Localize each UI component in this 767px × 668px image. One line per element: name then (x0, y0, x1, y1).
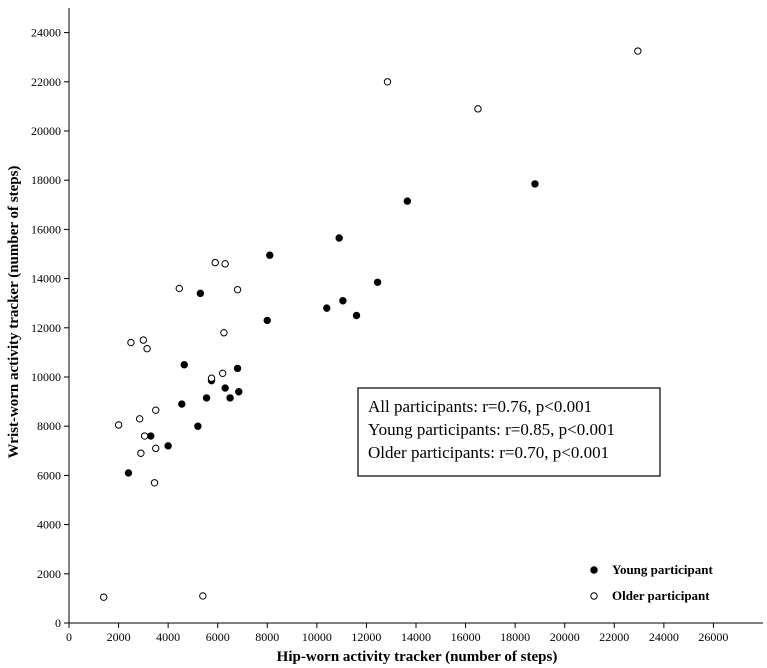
x-tick-label: 12000 (351, 630, 381, 644)
x-tick-label: 6000 (206, 630, 230, 644)
young-participant-point (373, 278, 382, 286)
older-participant-point (233, 285, 242, 294)
legend-marker-young (590, 566, 598, 574)
older-participant-point (211, 258, 219, 267)
y-tick-label: 0 (55, 616, 61, 630)
older-participant-point (218, 369, 227, 378)
young-participant-point (180, 361, 188, 369)
young-participant-point (124, 469, 133, 477)
y-tick-label: 14000 (31, 272, 61, 286)
older-participant-point (143, 345, 151, 353)
young-participant-point (335, 234, 343, 242)
older-participant-point (127, 338, 135, 347)
young-participant-point (147, 432, 155, 440)
y-tick-label: 10000 (31, 370, 61, 384)
older-participant-point (175, 284, 183, 293)
older-participant-point (152, 444, 160, 453)
older-participant-point (634, 47, 642, 55)
older-participant-point (100, 593, 108, 601)
y-tick-label: 22000 (31, 75, 61, 89)
y-axis-label: Wrist-worn activity tracker (number of s… (6, 166, 22, 459)
young-participant-point (221, 384, 229, 392)
older-participant-point (207, 374, 216, 382)
young-participant-point (266, 251, 274, 259)
young-participant-point (194, 422, 202, 430)
y-tick-label: 4000 (37, 518, 61, 532)
older-participant-point (383, 78, 392, 86)
y-axis-ticks: 0 2000 4000 6000 8000 10000 12000 14000 16000 180… (31, 26, 69, 630)
stats-annotation-box: All participants: r=0.76, p<0.001 Young … (357, 387, 661, 477)
legend-marker-older (590, 592, 598, 600)
x-axis-label: Hip-worn activity tracker (number of ste… (277, 649, 558, 665)
x-tick-label: 4000 (156, 630, 180, 644)
older-participant-point (150, 479, 159, 487)
older-participant-point (474, 105, 482, 113)
legend-label-older: Older participant (612, 588, 710, 603)
young-participant-point (226, 394, 234, 402)
x-tick-label: 8000 (255, 630, 279, 644)
stats-line-young: Young participants: r=0.85, p<0.001 (368, 420, 615, 439)
legend-label-young: Young participant (612, 562, 713, 577)
young-participant-point (164, 442, 172, 450)
older-participant-point (221, 260, 229, 268)
x-tick-label: 14000 (401, 630, 431, 644)
stats-line-all: All participants: r=0.76, p<0.001 (368, 397, 592, 416)
y-tick-label: 8000 (37, 419, 61, 433)
young-participant-point (339, 297, 347, 305)
y-tick-label: 16000 (31, 222, 61, 236)
x-tick-label: 16000 (451, 630, 481, 644)
young-participant-point (196, 289, 205, 298)
young-participant-point (233, 364, 242, 373)
x-tick-label: 24000 (649, 630, 679, 644)
older-participant-point (139, 336, 148, 344)
x-tick-label: 18000 (500, 630, 530, 644)
stats-line-older: Older participants: r=0.70, p<0.001 (368, 443, 609, 462)
legend: Young participant Older participant (590, 562, 713, 603)
y-tick-label: 20000 (31, 124, 61, 138)
older-participant-point (135, 415, 144, 423)
y-tick-label: 24000 (31, 26, 61, 40)
x-tick-label: 22000 (599, 630, 629, 644)
data-points (100, 47, 642, 601)
young-participant-point (352, 311, 361, 320)
y-tick-label: 6000 (37, 468, 61, 482)
x-tick-label: 10000 (302, 630, 332, 644)
older-participant-point (114, 421, 123, 429)
young-participant-point (235, 388, 243, 396)
older-participant-point (140, 432, 149, 440)
young-participant-point (323, 304, 331, 312)
young-participant-point (403, 197, 412, 205)
older-participant-point (137, 449, 145, 457)
older-participant-point (199, 592, 207, 600)
y-tick-label: 12000 (31, 321, 61, 335)
x-tick-label: 26000 (698, 630, 728, 644)
older-participant-point (152, 406, 160, 414)
young-participant-point (531, 180, 539, 188)
x-tick-label: 20000 (550, 630, 580, 644)
young-participant-point (178, 400, 186, 408)
x-tick-label: 2000 (107, 630, 131, 644)
x-axis-ticks: 0 2000 4000 6000 8000 10000 12000 14000 16000 180… (66, 623, 728, 644)
young-participant-point (202, 394, 211, 402)
older-participant-point (220, 329, 228, 337)
y-tick-label: 2000 (37, 567, 61, 581)
y-tick-label: 18000 (31, 173, 61, 187)
young-participant-point (263, 316, 271, 325)
x-tick-label: 0 (66, 630, 72, 644)
